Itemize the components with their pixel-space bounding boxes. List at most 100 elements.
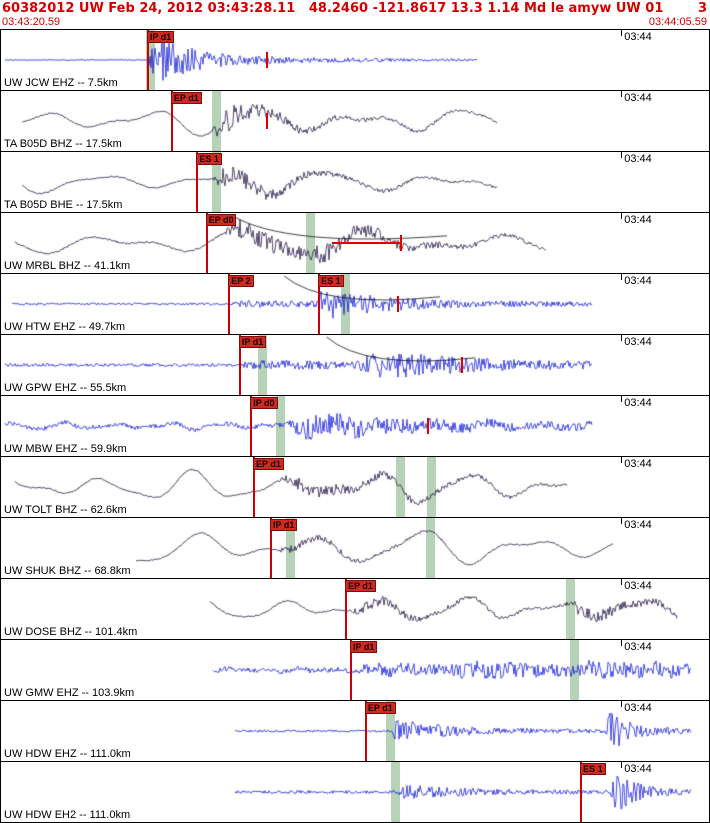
coda-mark[interactable] — [397, 296, 400, 312]
minute-label: 03:44 — [624, 153, 652, 165]
station-label: TA B05D BHZ -- 17.5km — [4, 138, 122, 150]
minute-tick — [621, 457, 623, 463]
station-label: UW DOSE BHZ -- 101.4km — [4, 626, 138, 638]
minute-tick — [621, 762, 623, 768]
coda-mark[interactable] — [460, 357, 463, 373]
station-label: UW GPW EHZ -- 55.5km — [4, 382, 127, 394]
trace-panel[interactable]: EP d1 03:44 UW HDW EHZ -- 111.0km — [0, 700, 710, 762]
station-label: UW HTW EHZ -- 49.7km — [4, 321, 125, 333]
station-label: TA B05D BHE -- 17.5km — [4, 199, 123, 211]
pick-flag[interactable]: EP d1 — [345, 580, 376, 592]
pick-line — [238, 335, 241, 395]
station-label: UW MBW EHZ -- 59.9km — [4, 443, 127, 455]
trace-panel[interactable]: IP d1 03:44 UW JCW EHZ -- 7.5km — [0, 29, 710, 91]
pick-line — [253, 457, 256, 517]
minute-tick — [621, 579, 623, 585]
minute-label: 03:44 — [624, 275, 652, 287]
waveform-canvas[interactable] — [1, 91, 709, 151]
trace-panel[interactable]: EP 2 ES 1 03:44 UW HTW EHZ -- 49.7km — [0, 273, 710, 335]
minute-tick — [621, 335, 623, 341]
waveform-canvas[interactable] — [1, 457, 709, 517]
station-label: UW SHUK BHZ -- 68.8km — [4, 565, 131, 577]
station-label: UW TOLT BHZ -- 62.6km — [4, 504, 127, 516]
trace-panel[interactable]: EP d1 03:44 UW DOSE BHZ -- 101.4km — [0, 578, 710, 640]
waveform-canvas[interactable] — [1, 701, 709, 761]
pick-line — [146, 30, 149, 90]
window-end-time: 03:44:05.59 — [648, 16, 707, 28]
minute-label: 03:44 — [624, 336, 652, 348]
pick-flag[interactable]: IP d1 — [146, 31, 175, 43]
trace-count: 3 — [697, 1, 707, 16]
station-label: UW JCW EHZ -- 7.5km — [4, 77, 118, 89]
pick-flag[interactable]: EP d1 — [253, 458, 284, 470]
minute-tick — [621, 152, 623, 158]
coda-mark[interactable] — [426, 418, 429, 434]
coda-mark[interactable] — [400, 235, 403, 251]
pick-line — [250, 396, 253, 456]
trace-panel[interactable]: ES 1 03:44 UW HDW EH2 -- 111.0km — [0, 761, 710, 823]
coda-mark[interactable] — [266, 52, 269, 68]
waveform-canvas[interactable] — [1, 518, 709, 578]
pick-line — [270, 518, 273, 578]
minute-label: 03:44 — [624, 214, 652, 226]
station-label: UW MRBL BHZ -- 41.1km — [4, 260, 131, 272]
minute-label: 03:44 — [624, 92, 652, 104]
trace-panel[interactable]: EP d1 03:44 TA B05D BHZ -- 17.5km — [0, 90, 710, 152]
trace-panel[interactable]: IP d0 03:44 UW MBW EHZ -- 59.9km — [0, 395, 710, 457]
coda-duration-line — [332, 242, 402, 244]
pick-flag[interactable]: ES 1 — [580, 763, 606, 775]
pick-line — [170, 91, 173, 151]
trace-panel[interactable]: EP d0 03:44 UW MRBL BHZ -- 41.1km — [0, 212, 710, 274]
pick-flag[interactable]: IP d1 — [270, 519, 298, 531]
pick-flag[interactable]: ES 1 — [318, 275, 344, 287]
pick-line — [228, 274, 231, 334]
minute-tick — [621, 396, 623, 402]
pick-line — [205, 213, 208, 273]
station-label: UW HDW EHZ -- 111.0km — [4, 748, 131, 760]
minute-label: 03:44 — [624, 31, 652, 43]
waveform-canvas[interactable] — [1, 274, 709, 334]
pick-flag[interactable]: EP d1 — [170, 92, 202, 104]
pick-line — [345, 579, 348, 639]
window-start-time: 03:43:20.59 — [2, 16, 61, 28]
waveform-canvas[interactable] — [1, 152, 709, 212]
waveform-canvas[interactable] — [1, 335, 709, 395]
minute-tick — [621, 213, 623, 219]
pick-flag[interactable]: EP 2 — [228, 275, 254, 287]
pick-flag[interactable]: IP d1 — [238, 336, 267, 348]
waveform-canvas[interactable] — [1, 30, 709, 90]
coda-mark[interactable] — [266, 113, 269, 129]
pick-flag[interactable]: EP d0 — [205, 214, 237, 226]
trace-panel[interactable]: IP d1 03:44 UW SHUK BHZ -- 68.8km — [0, 517, 710, 579]
pick-flag[interactable]: IP d1 — [350, 641, 378, 653]
station-label: UW GMW EHZ -- 103.9km — [4, 687, 135, 699]
pick-flag[interactable]: IP d0 — [250, 397, 278, 409]
minute-tick — [621, 518, 623, 524]
trace-panel[interactable]: EP d1 03:44 UW TOLT BHZ -- 62.6km — [0, 456, 710, 518]
minute-tick — [621, 640, 623, 646]
minute-tick — [621, 701, 623, 707]
minute-label: 03:44 — [624, 702, 652, 714]
waveform-canvas[interactable] — [1, 396, 709, 456]
station-label: UW HDW EH2 -- 111.0km — [4, 809, 131, 821]
pick-line — [196, 152, 199, 212]
minute-label: 03:44 — [624, 458, 652, 470]
minute-label: 03:44 — [624, 519, 652, 531]
trace-panel[interactable]: ES 1 03:44 TA B05D BHE -- 17.5km — [0, 151, 710, 213]
pick-line — [364, 701, 367, 761]
trace-panel[interactable]: IP d1 03:44 UW GMW EHZ -- 103.9km — [0, 639, 710, 701]
minute-label: 03:44 — [624, 763, 652, 775]
minute-tick — [621, 274, 623, 280]
trace-list: IP d1 03:44 UW JCW EHZ -- 7.5km EP d1 03:44 T… — [0, 29, 710, 823]
pick-line — [580, 762, 583, 822]
pick-flag[interactable]: ES 1 — [196, 153, 222, 165]
trace-panel[interactable]: IP d1 03:44 UW GPW EHZ -- 55.5km — [0, 334, 710, 396]
minute-tick — [621, 30, 623, 36]
event-summary: 60382012 UW Feb 24, 2012 03:43:28.11 48.… — [2, 1, 664, 16]
time-window-line: 03:43:20.59 03:44:05.59 — [0, 16, 710, 29]
pick-flag[interactable]: EP d1 — [364, 702, 396, 714]
minute-tick — [621, 91, 623, 97]
minute-label: 03:44 — [624, 397, 652, 409]
header-line: 60382012 UW Feb 24, 2012 03:43:28.11 48.… — [0, 0, 710, 16]
